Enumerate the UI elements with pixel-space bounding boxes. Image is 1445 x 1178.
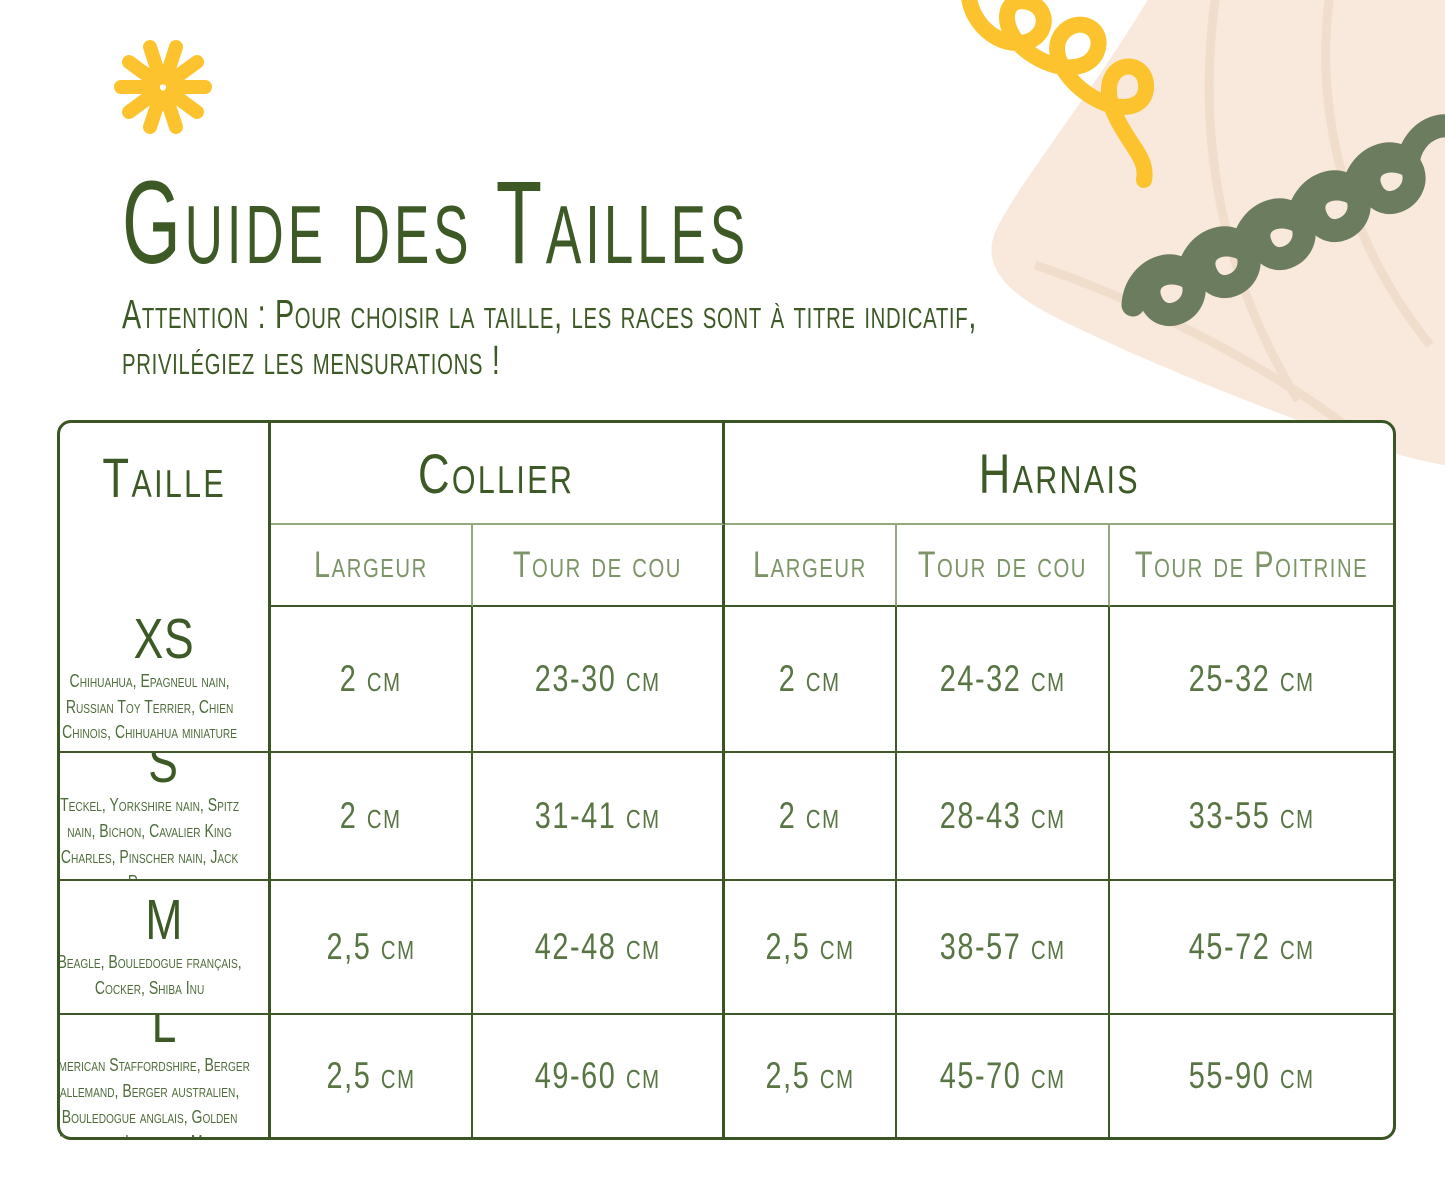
page-title: Guide des Tailles	[122, 157, 750, 289]
beige-shape-lines	[1033, 0, 1434, 449]
cell-value: 31-41 cm	[534, 795, 661, 836]
cell-value: 2 cm	[779, 658, 841, 699]
cell-value: 38-57 cm	[939, 926, 1066, 967]
row-l-harnais-tour-de-cou: 45-70 cm	[897, 1015, 1110, 1137]
row-l-collier-largeur: 2,5 cm	[271, 1015, 473, 1137]
row-xs-harnais-tour-de-cou: 24-32 cm	[897, 607, 1110, 753]
cell-value: 2,5 cm	[765, 926, 855, 967]
cell-value: 55-90 cm	[1188, 1055, 1315, 1096]
breed-list: Teckel, Yorkshire nain, Spitz nain, Bich…	[60, 795, 240, 879]
header-taille-label: Taille	[102, 446, 226, 509]
cell-value: 42-48 cm	[534, 926, 661, 967]
row-s-harnais-tour-de-poitrine: 33-55 cm	[1110, 753, 1393, 881]
breed-list: Chihuahua, Epagneul nain, Russian Toy Te…	[62, 671, 238, 743]
row-xs-collier-largeur: 2 cm	[271, 607, 473, 753]
cell-value: 2,5 cm	[765, 1055, 855, 1096]
cell-value: 2 cm	[340, 795, 402, 836]
warning-line-1: Attention : Pour choisir la taille, les …	[122, 291, 978, 337]
row-xs-harnais-largeur: 2 cm	[725, 607, 897, 753]
size-label: L	[151, 1015, 177, 1056]
row-xs-size: XS Chihuahua, Epagneul nain, Russian Toy…	[60, 607, 271, 753]
header-taille: Taille	[60, 423, 271, 607]
row-m-collier-largeur: 2,5 cm	[271, 881, 473, 1015]
green-coil	[1121, 114, 1445, 326]
breed-list: American Staffordshire, Berger allemand,…	[60, 1055, 251, 1137]
subheader-collier-largeur: Largeur	[271, 525, 473, 607]
size-label: XS	[133, 607, 195, 672]
row-m-collier-tour-de-cou: 42-48 cm	[473, 881, 725, 1015]
subheader-label: Largeur	[753, 544, 867, 585]
row-xs-collier-tour-de-cou: 23-30 cm	[473, 607, 725, 753]
cell-value: 45-72 cm	[1188, 926, 1315, 967]
cell-value: 49-60 cm	[534, 1055, 661, 1096]
breed-list: Beagle, Bouledogue français, Cocker, Shi…	[60, 952, 242, 998]
row-l-harnais-tour-de-poitrine: 55-90 cm	[1110, 1015, 1393, 1137]
cell-value: 2,5 cm	[326, 926, 416, 967]
subheader-harnais-tour-de-cou: Tour de cou	[897, 525, 1110, 607]
header-collier: Collier	[271, 423, 725, 525]
header-collier-label: Collier	[418, 441, 575, 505]
row-m-size: M Beagle, Bouledogue français, Cocker, S…	[60, 881, 271, 1015]
header-harnais: Harnais	[725, 423, 1393, 525]
cell-value: 28-43 cm	[939, 795, 1066, 836]
yellow-coil	[961, 0, 1155, 188]
cell-value: 33-55 cm	[1188, 795, 1315, 836]
cell-value: 45-70 cm	[939, 1055, 1066, 1096]
cell-value: 2 cm	[340, 658, 402, 699]
row-s-collier-largeur: 2 cm	[271, 753, 473, 881]
subheader-harnais-largeur: Largeur	[725, 525, 897, 607]
header-harnais-label: Harnais	[978, 441, 1140, 505]
size-table: Taille Collier Harnais Largeur Tour de c…	[57, 420, 1396, 1140]
size-label: S	[148, 753, 180, 796]
size-label: M	[145, 887, 183, 952]
row-s-harnais-largeur: 2 cm	[725, 753, 897, 881]
row-s-harnais-tour-de-cou: 28-43 cm	[897, 753, 1110, 881]
subheader-label: Tour de cou	[512, 544, 683, 585]
row-s-size: S Teckel, Yorkshire nain, Spitz nain, Bi…	[60, 753, 271, 881]
row-s-collier-tour-de-cou: 31-41 cm	[473, 753, 725, 881]
row-m-harnais-largeur: 2,5 cm	[725, 881, 897, 1015]
cell-value: 23-30 cm	[534, 658, 661, 699]
row-m-harnais-tour-de-poitrine: 45-72 cm	[1110, 881, 1393, 1015]
cell-value: 2 cm	[779, 795, 841, 836]
warning-note: Attention : Pour choisir la taille, les …	[122, 291, 978, 384]
subheader-label: Largeur	[314, 544, 428, 585]
cell-value: 24-32 cm	[939, 658, 1066, 699]
row-l-size: L American Staffordshire, Berger alleman…	[60, 1015, 271, 1137]
subheader-collier-tour-de-cou: Tour de cou	[473, 525, 725, 607]
sunburst-icon	[114, 40, 212, 134]
cell-value: 2,5 cm	[326, 1055, 416, 1096]
warning-line-2: privilégiez les mensurations !	[122, 336, 501, 383]
subheader-harnais-tour-de-poitrine: Tour de Poitrine	[1110, 525, 1393, 607]
subheader-label: Tour de Poitrine	[1134, 544, 1369, 585]
row-xs-harnais-tour-de-poitrine: 25-32 cm	[1110, 607, 1393, 753]
row-l-harnais-largeur: 2,5 cm	[725, 1015, 897, 1137]
row-m-harnais-tour-de-cou: 38-57 cm	[897, 881, 1110, 1015]
row-l-collier-tour-de-cou: 49-60 cm	[473, 1015, 725, 1137]
cell-value: 25-32 cm	[1188, 658, 1315, 699]
subheader-label: Tour de cou	[917, 544, 1088, 585]
